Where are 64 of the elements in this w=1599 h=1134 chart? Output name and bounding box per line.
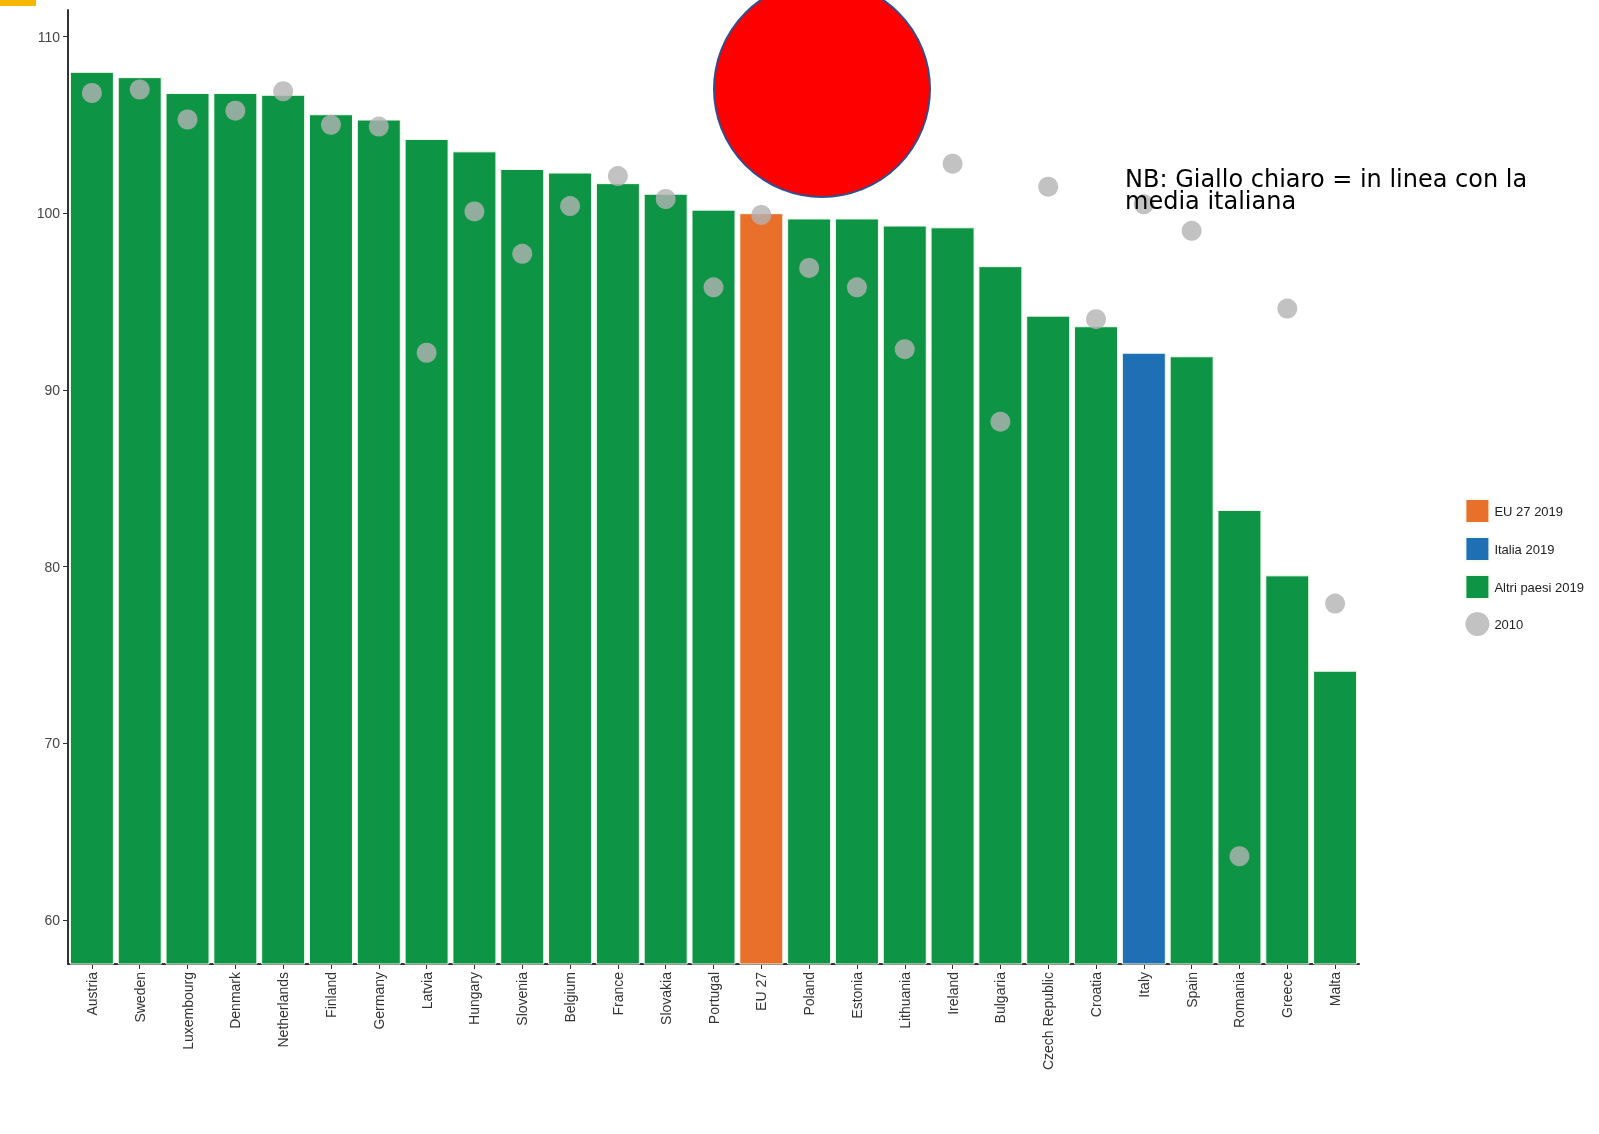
x-tick-label: Croatia xyxy=(1088,971,1105,1018)
point xyxy=(416,342,437,363)
point xyxy=(1038,176,1059,197)
point xyxy=(464,201,485,222)
x-tick-label: Luxembourg xyxy=(179,972,196,1050)
x-tick-label: Hungary xyxy=(466,972,483,1025)
y-tick-label: 80 xyxy=(44,558,61,575)
x-tick-label: Austria xyxy=(83,971,100,1016)
x-tick-label: EU 27 xyxy=(753,971,770,1011)
x-tick-label: Romania xyxy=(1231,971,1248,1029)
x-tick-label: Estonia xyxy=(848,971,865,1019)
x-tick-label: Italy xyxy=(1135,972,1152,998)
legend-label: Altri paesi 2019 xyxy=(1494,579,1585,595)
point xyxy=(81,83,102,104)
x-tick-label: Denmark xyxy=(227,971,244,1029)
x-tick-label: Belgium xyxy=(562,972,579,1023)
legend-label: 2010 xyxy=(1494,616,1524,632)
point xyxy=(273,81,294,102)
y-tick-label: 100 xyxy=(36,205,61,222)
point xyxy=(1277,298,1298,319)
x-tick-label: Spain xyxy=(1183,972,1200,1008)
x-tick-label: Bulgaria xyxy=(992,971,1009,1024)
x-tick-label: Sweden xyxy=(131,972,148,1023)
point xyxy=(894,339,915,360)
point xyxy=(560,196,581,217)
y-tick-label: 60 xyxy=(44,911,61,928)
y-tick-label: 110 xyxy=(37,28,61,45)
point xyxy=(512,243,533,264)
annotation: NB: Giallo chiaro = in linea con la media italiana xyxy=(1125,165,1529,215)
x-tick-label: Lithuania xyxy=(896,971,913,1029)
x-tick-label: Latvia xyxy=(418,971,435,1010)
point xyxy=(321,114,341,135)
point xyxy=(1086,309,1107,330)
x-tick-label: Netherlands xyxy=(275,972,292,1048)
y-tick-label: 70 xyxy=(44,735,61,752)
point xyxy=(129,79,150,100)
x-tick-label: Czech Republic xyxy=(1040,972,1057,1071)
point xyxy=(751,204,772,225)
legend-label: EU 27 2019 xyxy=(1494,503,1564,519)
x-tick-label: Ireland xyxy=(944,972,961,1015)
point xyxy=(1181,220,1202,241)
x-tick-label: Finland xyxy=(322,972,339,1018)
point xyxy=(607,166,628,187)
x-tick-label: Slovakia xyxy=(657,971,674,1025)
x-tick-label: Malta xyxy=(1327,971,1344,1007)
x-tick-label: France xyxy=(609,971,626,1016)
point xyxy=(703,277,724,298)
x-tick-label: Germany xyxy=(370,972,387,1030)
x-tick-label: Greece xyxy=(1279,971,1296,1018)
x-tick-label: Slovenia xyxy=(514,971,531,1026)
point xyxy=(177,109,198,130)
x-tick-label: Portugal xyxy=(705,972,722,1025)
legend-label: Italia 2019 xyxy=(1494,541,1555,557)
x-tick-label: Poland xyxy=(801,972,818,1016)
point xyxy=(225,100,246,121)
point xyxy=(942,153,963,174)
y-tick-label: 90 xyxy=(44,381,61,398)
point xyxy=(990,411,1011,432)
point xyxy=(1229,846,1250,867)
point xyxy=(655,189,676,210)
point xyxy=(1325,593,1346,614)
point xyxy=(799,257,820,278)
point xyxy=(846,277,867,298)
point xyxy=(368,116,389,137)
